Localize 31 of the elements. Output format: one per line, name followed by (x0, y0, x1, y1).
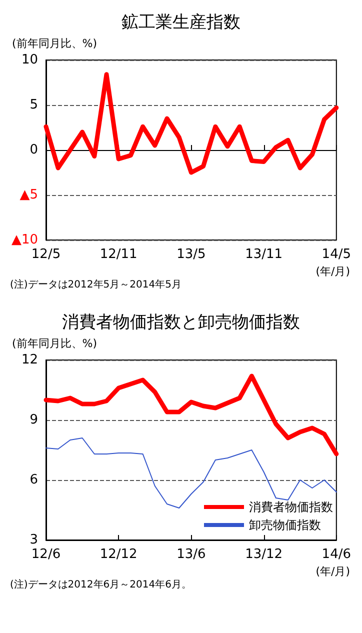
text: (注)データは2012年5月～2014年5月 (10, 278, 182, 290)
y-tick-label: 10 (21, 52, 38, 68)
y-tick-label: ▲10 (11, 232, 38, 248)
legend-label: 消費者物価指数 (249, 500, 333, 514)
text: (年/月) (316, 565, 350, 578)
x-tick-label: 13/12 (245, 547, 283, 562)
text: (年/月) (316, 265, 350, 278)
y-tick-label: 0 (30, 142, 38, 158)
y-tick-label: 12 (21, 352, 38, 368)
x-tick-label: 12/5 (31, 247, 61, 262)
chart-title: 消費者物価指数と卸売物価指数 (62, 312, 300, 332)
legend-label: 卸売物価指数 (249, 518, 321, 532)
x-tick-label: 13/5 (176, 247, 206, 262)
text: (注)データは2012年6月～2014年6月。 (10, 578, 192, 590)
x-tick-label: 14/6 (322, 547, 352, 562)
chart-title: 鉱工業生産指数 (122, 12, 240, 32)
x-tick-label: 13/11 (245, 247, 283, 262)
x-tick-label: 12/12 (100, 547, 138, 562)
y-tick-label: 3 (30, 532, 38, 548)
x-tick-label: 12/6 (31, 547, 61, 562)
y-tick-label: 6 (30, 472, 38, 488)
x-tick-label: 12/11 (100, 247, 138, 262)
line-series (44, 72, 339, 175)
x-tick-label: 13/6 (176, 547, 206, 562)
y-axis-title: (前年同月比、%) (12, 337, 98, 350)
line-series (44, 374, 339, 456)
x-tick-label: 14/5 (322, 247, 352, 262)
y-axis-title: (前年同月比、%) (12, 37, 98, 50)
y-tick-label: 9 (30, 412, 38, 428)
y-tick-label: 5 (30, 98, 38, 112)
y-tick-label: ▲5 (20, 188, 38, 202)
